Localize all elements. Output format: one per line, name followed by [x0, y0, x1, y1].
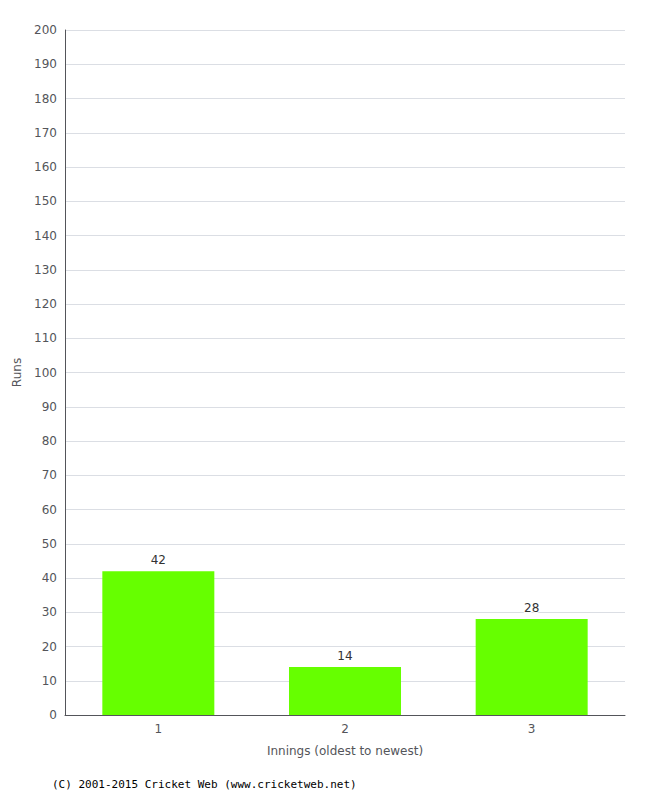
svg-text:140: 140: [34, 229, 57, 243]
svg-text:70: 70: [42, 468, 57, 482]
svg-text:190: 190: [34, 57, 57, 71]
svg-text:90: 90: [42, 400, 57, 414]
svg-text:130: 130: [34, 263, 57, 277]
svg-text:28: 28: [524, 601, 539, 615]
svg-text:150: 150: [34, 194, 57, 208]
svg-text:30: 30: [42, 605, 57, 619]
svg-text:10: 10: [42, 674, 57, 688]
svg-text:Innings (oldest to newest): Innings (oldest to newest): [267, 744, 423, 758]
svg-text:200: 200: [34, 23, 57, 37]
svg-text:50: 50: [42, 537, 57, 551]
svg-text:Runs: Runs: [10, 358, 24, 387]
svg-text:2: 2: [341, 722, 349, 736]
svg-text:40: 40: [42, 571, 57, 585]
svg-text:3: 3: [528, 722, 536, 736]
svg-text:42: 42: [151, 553, 166, 567]
svg-text:20: 20: [42, 640, 57, 654]
svg-text:14: 14: [337, 649, 352, 663]
svg-text:0: 0: [49, 708, 57, 722]
svg-text:60: 60: [42, 503, 57, 517]
svg-text:170: 170: [34, 126, 57, 140]
svg-text:120: 120: [34, 297, 57, 311]
svg-text:160: 160: [34, 160, 57, 174]
svg-text:(C) 2001-2015 Cricket Web (www: (C) 2001-2015 Cricket Web (www.cricketwe…: [52, 778, 357, 791]
svg-text:1: 1: [155, 722, 163, 736]
svg-text:180: 180: [34, 92, 57, 106]
svg-text:110: 110: [34, 331, 57, 345]
svg-text:80: 80: [42, 434, 57, 448]
svg-text:100: 100: [34, 366, 57, 380]
